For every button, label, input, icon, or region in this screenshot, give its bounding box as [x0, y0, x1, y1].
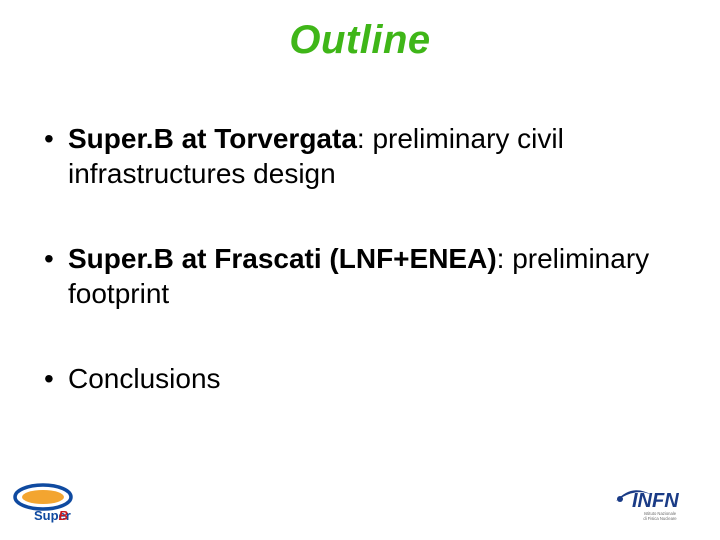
bullet-text: Conclusions — [68, 363, 221, 394]
superb-logo-icon: Super B — [10, 481, 76, 525]
slide: Outline Super.B at Torvergata: prelimina… — [0, 0, 720, 540]
list-item: Super.B at Torvergata: preliminary civil… — [40, 121, 680, 191]
svg-text:di Fisica Nucleare: di Fisica Nucleare — [643, 516, 677, 521]
svg-text:INFN: INFN — [632, 490, 679, 512]
infn-logo: INFN Istituto Nazionale di Fisica Nuclea… — [614, 481, 706, 528]
bullet-bold: Super.B at Torvergata — [68, 123, 357, 154]
list-item: Super.B at Frascati (LNF+ENEA): prelimin… — [40, 241, 680, 311]
infn-logo-icon: INFN Istituto Nazionale di Fisica Nuclea… — [614, 481, 706, 523]
superb-logo: Super B — [10, 481, 76, 530]
svg-text:B: B — [59, 508, 68, 523]
slide-title: Outline — [40, 18, 680, 63]
bullet-list: Super.B at Torvergata: preliminary civil… — [40, 121, 680, 396]
logo-bar: Super B INFN Istituto Nazionale di Fisic… — [0, 482, 720, 530]
list-item: Conclusions — [40, 361, 680, 396]
bullet-bold: Super.B at Frascati (LNF+ENEA) — [68, 243, 497, 274]
